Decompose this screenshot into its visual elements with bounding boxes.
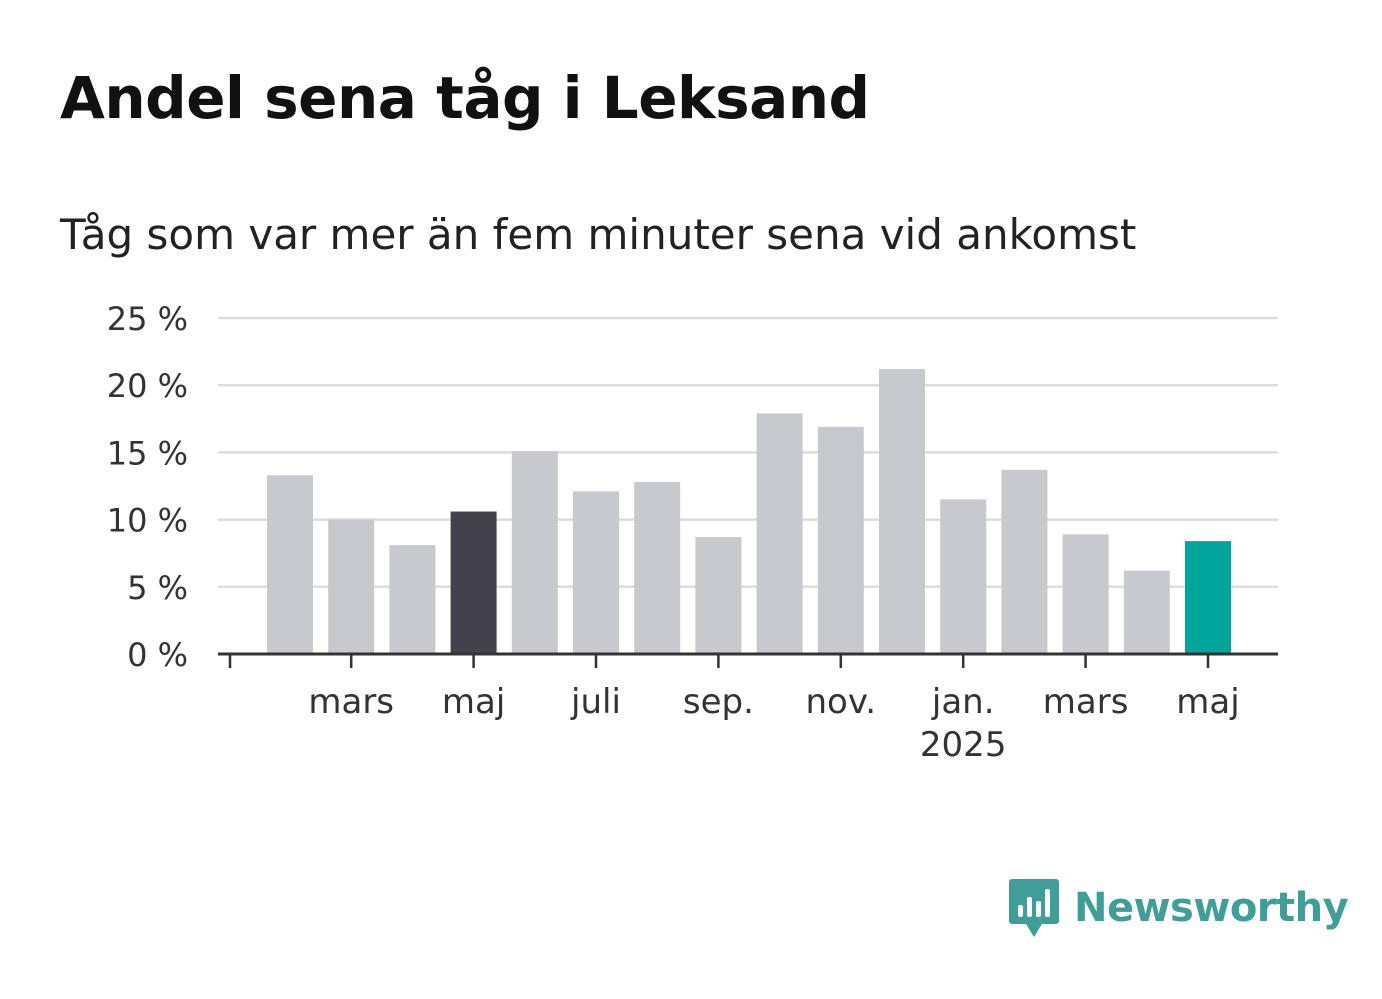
newsworthy-logo-icon xyxy=(1009,879,1059,937)
bar xyxy=(389,545,436,654)
brand: Newsworthy xyxy=(1008,876,1349,940)
x-tick-label: juli xyxy=(570,682,621,722)
bars xyxy=(267,369,1231,654)
bar xyxy=(817,426,864,654)
bar xyxy=(879,369,925,654)
bar xyxy=(756,413,803,654)
y-tick-label: 25 % xyxy=(107,300,188,338)
bar xyxy=(1062,534,1109,654)
bar xyxy=(1123,570,1170,654)
bar xyxy=(573,491,619,654)
x-axis: mars maj juli sep. nov. jan.2025 mars maj xyxy=(218,652,1278,765)
y-tick-label: 5 % xyxy=(127,569,188,607)
y-tick-label: 20 % xyxy=(107,367,188,405)
chart-title: Andel sena tåg i Leksand xyxy=(60,64,870,132)
bar xyxy=(634,481,681,654)
bar xyxy=(450,511,497,654)
chart-subtitle: Tåg som var mer än fem minuter sena vid … xyxy=(60,210,1137,259)
bar xyxy=(267,475,313,654)
x-tick-label: maj xyxy=(442,682,505,722)
y-axis-tick-labels: 0 % 5 % 10 % 15 % 20 % 25 % xyxy=(107,300,188,674)
gridlines xyxy=(218,316,1278,589)
x-tick-label: jan. xyxy=(931,682,995,722)
bar xyxy=(940,499,987,654)
bar xyxy=(511,451,558,654)
x-tick-sublabel: 2025 xyxy=(920,725,1007,765)
bar xyxy=(1001,469,1048,654)
y-tick-label: 15 % xyxy=(107,434,188,472)
x-tick-label: sep. xyxy=(683,682,754,722)
x-tick-label: mars xyxy=(308,682,394,722)
brand-name: Newsworthy xyxy=(1074,885,1349,931)
y-tick-label: 0 % xyxy=(127,636,188,674)
x-tick-label: maj xyxy=(1176,682,1239,722)
y-tick-label: 10 % xyxy=(107,502,188,540)
x-tick-label: nov. xyxy=(805,682,876,722)
bar xyxy=(695,537,742,654)
x-tick-label: mars xyxy=(1043,682,1129,722)
bar xyxy=(328,519,375,654)
bar xyxy=(1185,541,1231,654)
